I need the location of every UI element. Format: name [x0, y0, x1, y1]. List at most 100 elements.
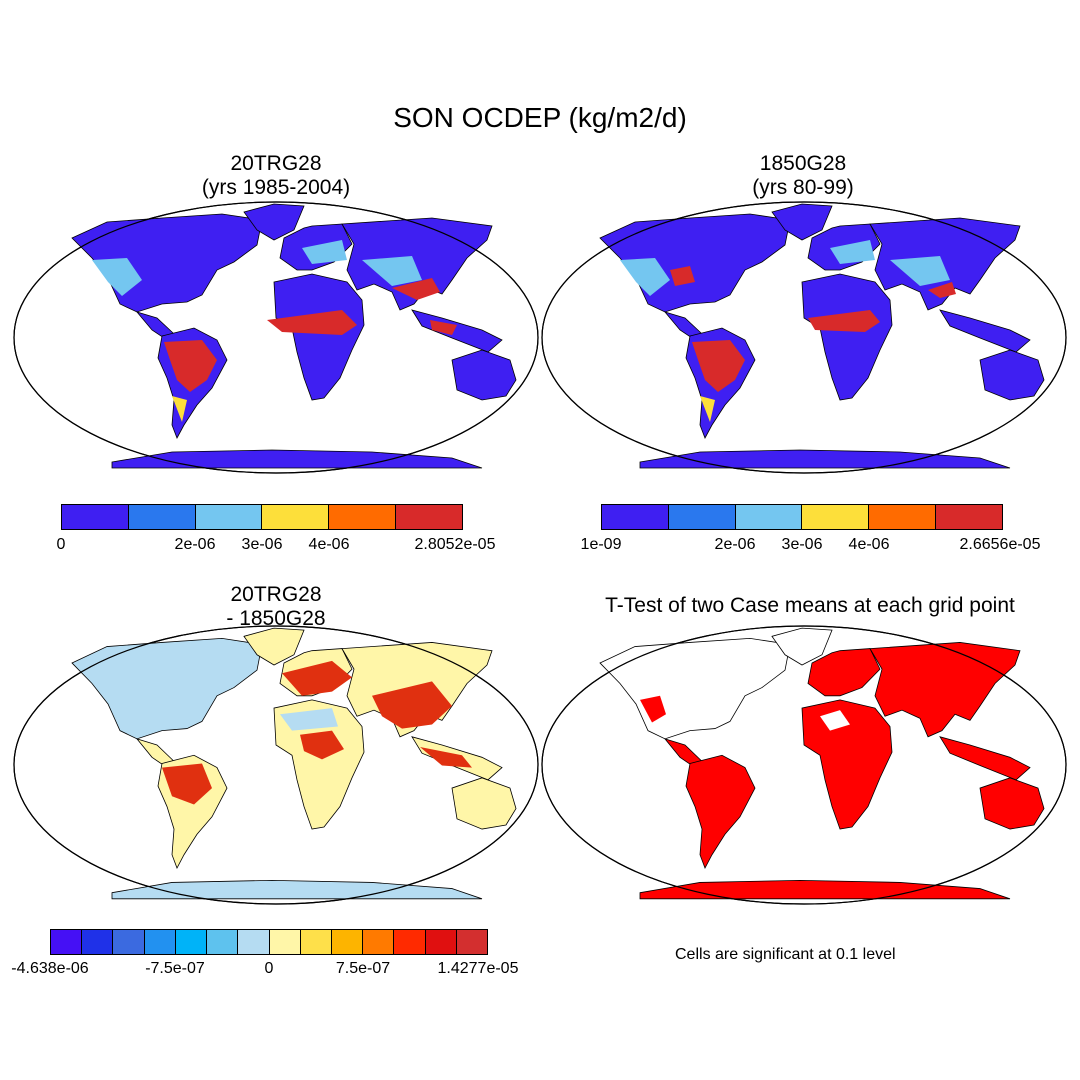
map-panel-bl [13, 625, 539, 905]
map-outline-tl [13, 201, 539, 474]
landmass-namerica-bl [71, 637, 263, 740]
region-mid-na-tl [92, 258, 142, 296]
colorbar-bl-swatch-2 [113, 930, 145, 954]
panel-title-tl-line2: (yrs 1985-2004) [201, 176, 351, 199]
colorbar-tr-swatch-3 [802, 505, 870, 529]
panel-title-br-line1: T-Test of two Case means at each grid po… [605, 594, 1015, 617]
map-panel-br [541, 625, 1067, 905]
panel-title-tr-line2: (yrs 80-99) [752, 176, 854, 199]
landmass-asia-br [869, 642, 1021, 738]
colorbar-bl-swatch-8 [300, 930, 332, 954]
colorbar-tl [61, 504, 463, 530]
colorbar-bl-swatch-1 [82, 930, 114, 954]
region-hot-tl-2 [392, 278, 440, 300]
landmass-antarctica-tl [111, 449, 483, 469]
colorbar-tr-label-4: 2.6656e-05 [959, 536, 1041, 553]
landmass-antarctica-br [639, 879, 1011, 900]
colorbar-bl-label-4: 1.4277e-05 [437, 960, 519, 977]
map-panel-tl [13, 201, 539, 474]
panel-title-bl-line1: 20TRG28 [230, 583, 322, 606]
colorbar-bl-label-3: 7.5e-07 [335, 960, 391, 977]
region-cool-af-bl [280, 708, 338, 731]
colorbar-bl-swatch-9 [331, 930, 364, 954]
region-hot-tl-1 [267, 310, 357, 335]
region-mid-na-tr [620, 258, 670, 296]
colorbar-bl-label-0: -4.638e-06 [11, 960, 89, 977]
region-mid-eu-tl [302, 240, 347, 264]
region-mid-eu-tr [830, 240, 875, 264]
significance-note: Cells are significant at 0.1 level [675, 946, 896, 963]
colorbar-tl-label-3: 4e-06 [308, 536, 350, 553]
region-hot-tr-0 [692, 340, 745, 392]
region-sig-na-br [640, 695, 666, 723]
landmass-africa-tr [801, 273, 893, 401]
landmass-asia-tr [869, 217, 1021, 311]
map-outline-br [541, 625, 1067, 905]
region-hot-tl-3 [430, 320, 457, 335]
landmass-seasia-tr [939, 309, 1031, 353]
colorbar-tl-swatch-0 [62, 505, 129, 529]
colorbar-tr-label-1: 2e-06 [714, 536, 756, 553]
map-panel-tr [541, 201, 1067, 474]
colorbar-tr-swatch-5 [936, 505, 1002, 529]
colorbar-tl-swatch-5 [396, 505, 462, 529]
panel-title-tr: 1850G28 (yrs 80-99) [663, 152, 943, 200]
colorbar-bl-label-2: 0 [264, 960, 274, 977]
colorbar-tr-swatch-1 [668, 505, 736, 529]
map-outline-bl [13, 625, 539, 905]
landmass-greenland-br [771, 627, 833, 666]
colorbar-bl-swatch-5 [207, 930, 239, 954]
colorbar-tr-swatch-2 [735, 505, 803, 529]
map-outline-tr [541, 201, 1067, 474]
landmass-antarctica-bl [111, 879, 483, 900]
landmass-europe-br [807, 648, 881, 697]
colorbar-bl-swatch-4 [175, 930, 208, 954]
panel-title-bl-line2: - 1850G28 [226, 607, 326, 630]
panel-title-tl-line1: 20TRG28 [230, 152, 322, 175]
colorbar-bl-swatch-13 [456, 930, 488, 954]
landmass-greenland-tr [771, 203, 833, 241]
colorbar-tr-label-3: 4e-06 [848, 536, 890, 553]
region-hot-tr-3 [928, 282, 956, 298]
region-mid-as-tr [890, 256, 950, 286]
region-hot-bl-0 [282, 660, 352, 696]
colorbar-tr-label-0: 1e-09 [580, 536, 622, 553]
landmass-africa-br [801, 699, 893, 830]
colorbar-tl-label-0: 0 [56, 536, 66, 553]
colorbar-bl-swatch-0 [51, 930, 83, 954]
landmass-australia-bl [451, 777, 517, 830]
colorbar-tr-swatch-0 [602, 505, 669, 529]
colorbar-tr-label-2: 3e-06 [781, 536, 823, 553]
panel-title-tl: 20TRG28 (yrs 1985-2004) [136, 152, 416, 200]
region-hot-bl-3 [300, 730, 344, 760]
colorbar-tl-swatch-3 [262, 505, 330, 529]
landmass-antarctica-tr [639, 449, 1011, 469]
region-warm-sa-tr [700, 396, 715, 422]
colorbar-bl-swatch-3 [144, 930, 176, 954]
region-hot-bl-1 [372, 681, 452, 729]
panel-title-tr-line1: 1850G28 [759, 152, 847, 175]
colorbar-bl-swatch-7 [269, 930, 301, 954]
colorbar-bl-swatch-12 [425, 930, 457, 954]
colorbar-bl-swatch-11 [394, 930, 426, 954]
colorbar-tl-label-2: 3e-06 [241, 536, 283, 553]
landmass-greenland-tl [243, 203, 305, 241]
colorbar-tl-swatch-1 [128, 505, 196, 529]
landmass-australia-tr [979, 349, 1045, 401]
region-hot-tr-2 [670, 266, 695, 286]
region-warm-sa-tl [172, 396, 187, 422]
colorbar-bl [50, 929, 488, 955]
colorbar-bl-swatch-6 [238, 930, 270, 954]
colorbar-tl-swatch-4 [329, 505, 397, 529]
landmass-seasia-br [939, 736, 1031, 781]
colorbar-tr [601, 504, 1003, 530]
panel-title-br: T-Test of two Case means at each grid po… [555, 594, 1065, 618]
colorbar-tr-swatch-4 [869, 505, 937, 529]
landmass-australia-tl [451, 349, 517, 401]
region-hot-tl-0 [164, 340, 217, 392]
figure-title: SON OCDEP (kg/m2/d) [393, 102, 687, 133]
landmass-seasia-tl [411, 309, 503, 353]
region-mid-as-tl [362, 256, 422, 286]
landmass-greenland-bl [243, 627, 305, 666]
colorbar-tl-label-1: 2e-06 [174, 536, 216, 553]
